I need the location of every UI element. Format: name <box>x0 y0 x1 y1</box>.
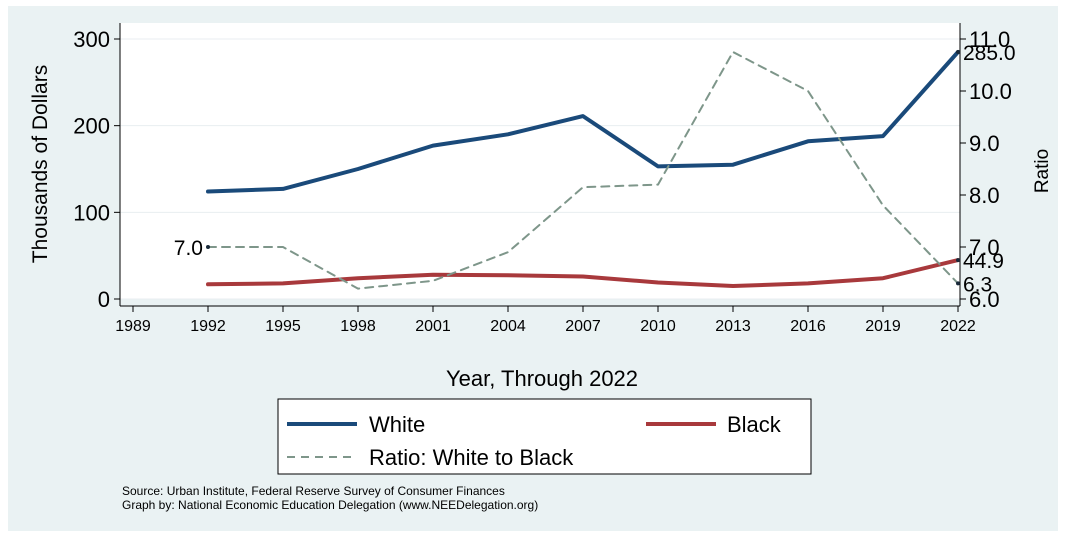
chart: 0 100 200 300 6.0 7.0 8.0 9.0 10.0 11.0 1989 1992 19… <box>29 23 1053 512</box>
annotation-marker <box>206 245 210 249</box>
y-axis-title: Thousands of Dollars <box>29 65 52 263</box>
x-tick-label: 2022 <box>940 318 976 335</box>
x-tick-label: 2004 <box>490 318 526 335</box>
annotation-label: 44.9 <box>963 250 1004 273</box>
annotation-label: 7.0 <box>174 237 203 260</box>
y-tick-label: 300 <box>73 27 110 52</box>
series-line-ratio-white-to-black <box>207 51 959 290</box>
x-tick-label: 2010 <box>640 318 676 335</box>
x-tick-label: 1998 <box>340 318 376 335</box>
data-annotations: 7.0 285.0 44.96.3 <box>174 42 1016 296</box>
y2-tick-label: 9.0 <box>969 131 1000 156</box>
y-tick-label: 0 <box>98 287 110 312</box>
axis-ticks: 0 100 200 300 6.0 7.0 8.0 9.0 10.0 11.0 1989 1992 19… <box>73 27 1012 335</box>
x-tick-label: 2016 <box>790 318 826 335</box>
x-tick-label: 1989 <box>115 318 151 335</box>
y2-axis-title: Ratio <box>1032 149 1053 193</box>
annotation-marker <box>956 50 960 54</box>
source-note: Source: Urban Institute, Federal Reserve… <box>122 484 505 498</box>
legend-label-ratio: Ratio: White to Black <box>369 445 574 470</box>
legend-label-black: Black <box>727 412 782 437</box>
y2-tick-label: 6.0 <box>969 287 1000 312</box>
chart-frame: 0 100 200 300 6.0 7.0 8.0 9.0 10.0 11.0 1989 1992 19… <box>8 6 1058 531</box>
annotation-label: 285.0 <box>963 42 1016 65</box>
y2-tick-label: 10.0 <box>969 79 1012 104</box>
x-axis-title: Year, Through 2022 <box>446 366 638 391</box>
y2-tick-label: 11.0 <box>969 27 1010 52</box>
plot-area <box>120 23 960 299</box>
x-tick-label: 2001 <box>415 318 451 335</box>
x-tick-label: 2007 <box>565 318 601 335</box>
credit-note: Graph by: National Economic Education De… <box>122 498 538 512</box>
x-tick-label: 1995 <box>265 318 301 335</box>
series-line-white <box>206 50 960 194</box>
annotation-label: 6.3 <box>963 273 992 296</box>
x-tick-label: 1992 <box>190 318 226 335</box>
legend: White Black Ratio: White to Black <box>277 398 812 475</box>
y-tick-label: 200 <box>73 114 110 139</box>
legend-label-white: White <box>369 412 425 437</box>
x-tick-label: 2019 <box>865 318 901 335</box>
x-tick-label: 2013 <box>715 318 751 335</box>
annotation-marker <box>956 258 960 263</box>
series-lines <box>206 50 960 290</box>
y2-tick-label: 7.0 <box>969 235 1000 260</box>
annotation-marker <box>956 281 960 286</box>
y2-tick-label: 8.0 <box>969 183 1000 208</box>
legend-box <box>277 398 812 475</box>
series-line-black <box>206 258 960 288</box>
y-tick-label: 100 <box>73 200 110 225</box>
